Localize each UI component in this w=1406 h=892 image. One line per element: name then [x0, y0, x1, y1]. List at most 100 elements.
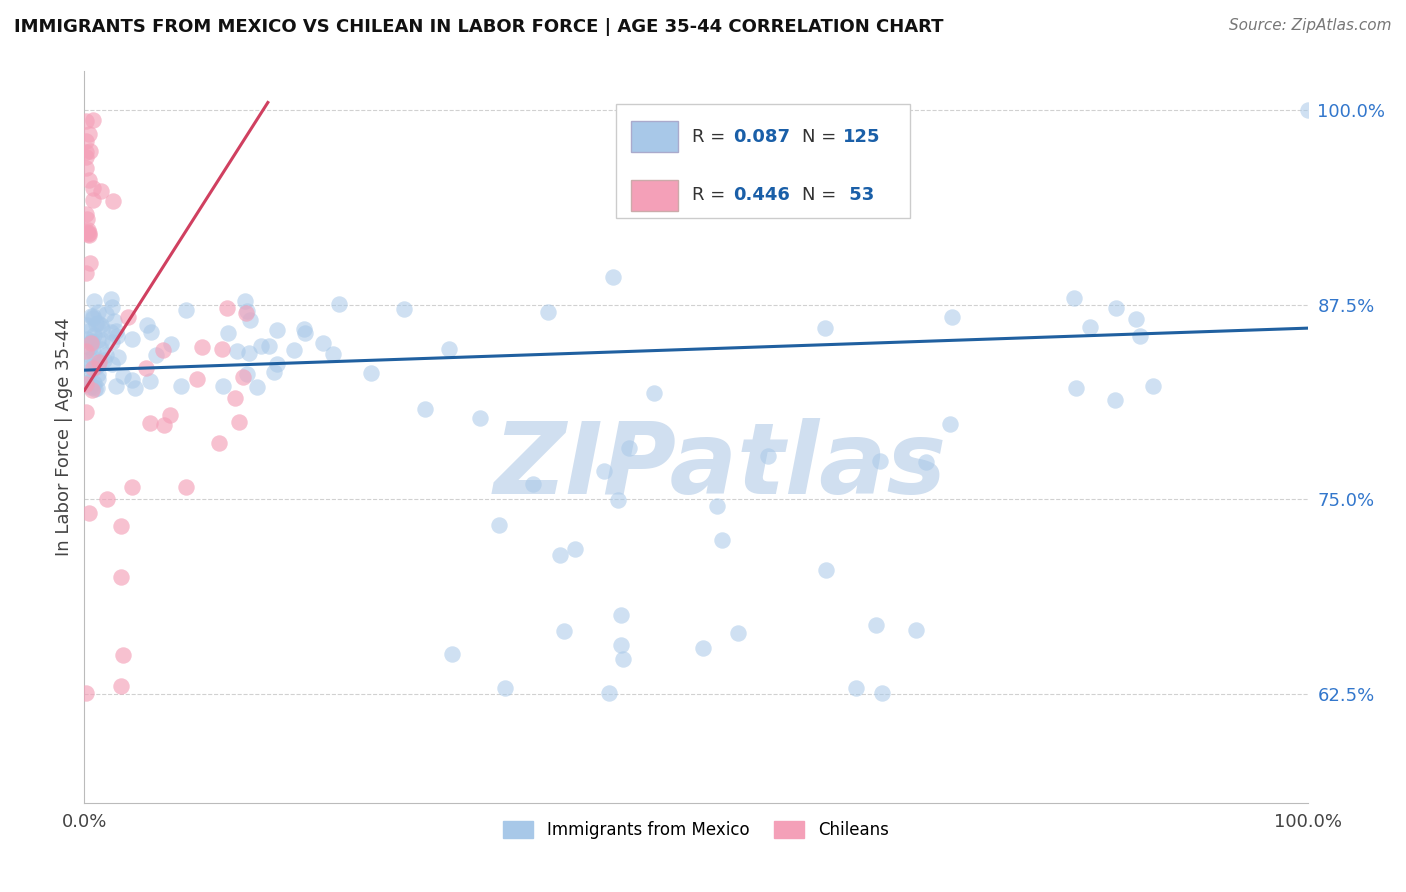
Point	[598, 686, 620, 700]
Point	[1104, 301, 1126, 315]
Point	[413, 401, 436, 416]
Point	[153, 417, 176, 432]
Text: N =: N =	[803, 128, 842, 145]
Point	[710, 533, 733, 547]
Legend: Immigrants from Mexico, Chileans: Immigrants from Mexico, Chileans	[496, 814, 896, 846]
Point	[110, 679, 132, 693]
Point	[79, 359, 101, 374]
Point	[139, 374, 162, 388]
Point	[494, 681, 516, 696]
Point	[152, 343, 174, 358]
Point	[110, 519, 132, 533]
Point	[90, 318, 112, 332]
Point	[80, 335, 103, 350]
Point	[1296, 103, 1319, 118]
Point	[75, 161, 97, 176]
Point	[83, 328, 105, 343]
Point	[77, 324, 100, 338]
Point	[328, 297, 350, 311]
Point	[441, 647, 464, 661]
Point	[100, 334, 122, 349]
Point	[235, 368, 257, 382]
Point	[84, 360, 107, 375]
Point	[121, 373, 143, 387]
Point	[610, 638, 633, 652]
Point	[870, 686, 893, 700]
Point	[246, 379, 269, 393]
Point	[87, 305, 110, 319]
Point	[224, 391, 246, 405]
Point	[437, 342, 460, 356]
Point	[87, 358, 110, 372]
Point	[564, 542, 586, 557]
Point	[82, 345, 104, 359]
Bar	[631, 121, 678, 153]
Point	[1064, 381, 1087, 395]
Point	[77, 127, 100, 141]
Point	[117, 310, 139, 325]
Point	[79, 227, 101, 241]
Point	[80, 309, 103, 323]
Point	[96, 348, 118, 362]
Point	[103, 194, 125, 208]
Point	[90, 184, 112, 198]
Point	[814, 562, 837, 576]
Point	[82, 309, 104, 323]
Point	[111, 648, 134, 662]
Point	[105, 378, 128, 392]
Point	[238, 346, 260, 360]
Point	[322, 346, 344, 360]
Point	[96, 307, 118, 321]
Point	[217, 326, 239, 340]
Point	[488, 518, 510, 533]
Point	[174, 480, 197, 494]
Point	[76, 227, 98, 241]
Point	[111, 368, 134, 383]
Point	[606, 493, 628, 508]
Point	[75, 686, 97, 700]
Point	[135, 360, 157, 375]
Point	[121, 480, 143, 494]
Point	[360, 366, 382, 380]
Point	[79, 380, 101, 394]
Point	[1142, 379, 1164, 393]
Point	[76, 212, 98, 227]
Point	[75, 377, 97, 392]
Text: 125: 125	[842, 128, 880, 145]
FancyBboxPatch shape	[616, 104, 910, 218]
Point	[135, 318, 157, 332]
Point	[727, 625, 749, 640]
Point	[82, 113, 104, 128]
Point	[83, 293, 105, 308]
Point	[1125, 312, 1147, 326]
Point	[814, 321, 837, 335]
Point	[1129, 328, 1152, 343]
Point	[89, 355, 111, 369]
Point	[845, 681, 868, 695]
Text: R =: R =	[692, 186, 731, 204]
Point	[79, 256, 101, 270]
Point	[617, 442, 640, 456]
Point	[612, 652, 634, 666]
Point	[124, 381, 146, 395]
Point	[91, 333, 114, 347]
Point	[105, 329, 128, 343]
Point	[553, 624, 575, 639]
Point	[75, 150, 97, 164]
Point	[145, 348, 167, 362]
Point	[84, 382, 107, 396]
Point	[77, 227, 100, 242]
Point	[138, 416, 160, 430]
Point	[159, 408, 181, 422]
Point	[208, 436, 231, 450]
Point	[84, 317, 107, 331]
Point	[83, 376, 105, 390]
Point	[76, 332, 98, 346]
Point	[101, 357, 124, 371]
Point	[121, 332, 143, 346]
Point	[86, 380, 108, 394]
Point	[77, 507, 100, 521]
Point	[100, 293, 122, 307]
Point	[232, 370, 254, 384]
Point	[186, 372, 208, 386]
